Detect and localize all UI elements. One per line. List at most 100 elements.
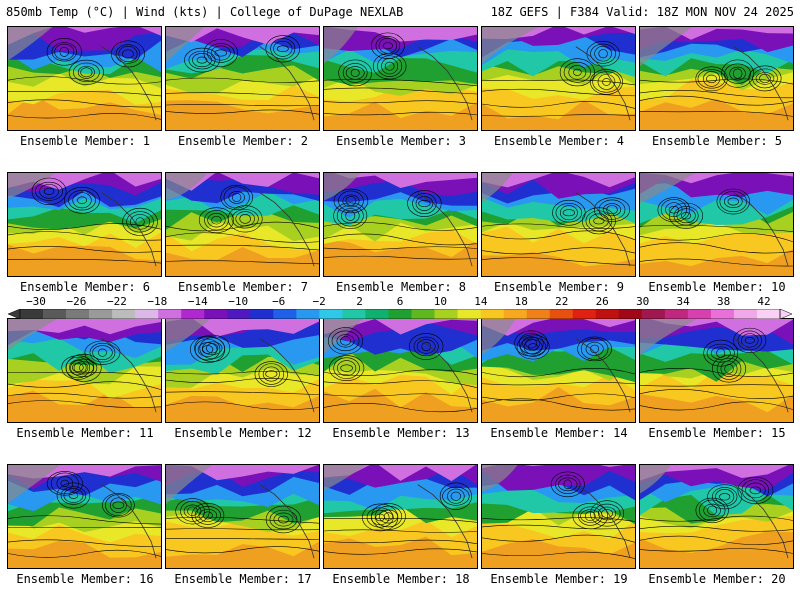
wind-contour	[231, 209, 259, 229]
wind-contour	[110, 40, 145, 68]
cold-region	[324, 319, 363, 354]
wind-contour	[46, 471, 83, 496]
temperature-wind-map	[166, 173, 319, 276]
temperature-wind-map	[8, 465, 161, 568]
wind-contour	[593, 217, 605, 225]
cold-region	[640, 465, 671, 494]
colorbar-swatch	[641, 309, 666, 319]
wind-contour	[166, 370, 319, 377]
wind-contour	[597, 74, 616, 90]
cold-region	[482, 465, 518, 492]
wind-contour	[254, 361, 289, 387]
colorbar-swatch	[480, 309, 504, 319]
coastline	[575, 338, 631, 413]
wind-contour	[374, 505, 403, 528]
wind-contour	[340, 336, 351, 346]
colorbar-tick-label: −26	[66, 295, 87, 308]
colorbar-tick-label: 10	[433, 295, 448, 308]
wind-contour	[324, 255, 477, 260]
wind-contour	[324, 539, 477, 544]
wind-contour	[450, 491, 462, 501]
wind-contour	[223, 186, 250, 209]
wind-contour	[590, 43, 616, 64]
colorbar-swatch	[365, 309, 389, 319]
temperature-wind-map	[8, 319, 161, 422]
cold-region	[8, 465, 61, 504]
wind-contour	[166, 109, 319, 115]
ensemble-member-label: Ensemble Member: 10	[648, 280, 786, 294]
wind-contour	[8, 76, 161, 85]
wind-contour	[166, 221, 319, 232]
wind-contour	[732, 68, 743, 79]
wind-contour	[755, 72, 775, 85]
ensemble-map-panel	[165, 172, 320, 277]
wind-contour	[112, 501, 125, 509]
wind-contour	[324, 369, 477, 376]
wind-contour	[98, 348, 107, 357]
coastline	[733, 484, 789, 559]
wind-contour	[520, 337, 547, 357]
colorbar-swatch	[204, 309, 228, 319]
wind-contour	[337, 360, 357, 376]
coastline	[417, 192, 473, 267]
wind-contour	[8, 231, 161, 241]
wind-contour	[416, 339, 436, 354]
colorbar-swatch	[664, 309, 689, 319]
ensemble-member-label: Ensemble Member: 7	[177, 280, 309, 294]
wind-contour	[640, 242, 793, 254]
ensemble-map-panel	[323, 464, 478, 569]
colorbar-tick-label: 6	[396, 295, 404, 308]
temperature-band	[166, 173, 319, 191]
wind-contour	[482, 230, 635, 241]
wind-contour	[102, 493, 135, 518]
wind-contour	[68, 492, 79, 499]
wind-contour	[676, 208, 696, 224]
wind-contour	[39, 184, 59, 199]
wind-contour	[8, 539, 161, 547]
wind-contour	[8, 223, 161, 230]
coastline	[733, 46, 789, 121]
wind-contour	[80, 67, 93, 78]
wind-contour	[324, 87, 477, 95]
wind-contour	[8, 91, 161, 97]
wind-contour	[130, 214, 151, 230]
wind-contour	[724, 195, 743, 209]
colorbar-swatch	[273, 309, 297, 319]
temperature-colorbar	[8, 309, 792, 319]
temperature-band	[8, 27, 161, 51]
cold-region	[166, 173, 208, 200]
ensemble-member-label: Ensemble Member: 14	[490, 426, 628, 440]
temperature-wind-map	[482, 27, 635, 130]
colorbar-extend-max	[779, 309, 792, 319]
temperature-wind-map	[8, 173, 161, 276]
wind-contour	[668, 205, 680, 214]
cold-region	[166, 27, 205, 63]
wind-contour	[232, 192, 242, 202]
ensemble-member-label: Ensemble Member: 17	[174, 572, 312, 586]
wind-contour	[201, 345, 214, 354]
wind-contour	[270, 38, 296, 60]
wind-contour	[518, 332, 544, 355]
coastline	[259, 338, 315, 413]
colorbar-tick-label: −14	[187, 295, 208, 308]
ensemble-member-label: Ensemble Member: 2	[177, 134, 309, 148]
colorbar-swatch	[388, 309, 412, 319]
ensemble-member-label: Ensemble Member: 15	[648, 426, 786, 440]
wind-contour	[729, 66, 746, 81]
wind-contour	[522, 336, 541, 351]
ensemble-map-panel	[481, 464, 636, 569]
wind-contour	[60, 486, 87, 505]
wind-contour	[273, 512, 294, 527]
ensemble-map-panel	[165, 318, 320, 423]
coastline	[101, 46, 157, 121]
wind-contour	[640, 548, 793, 554]
ensemble-member-label: Ensemble Member: 18	[332, 572, 470, 586]
wind-contour	[8, 515, 161, 525]
wind-contour	[166, 104, 319, 107]
wind-contour	[447, 488, 465, 504]
colorbar-swatch	[112, 309, 136, 319]
cold-region	[166, 465, 213, 505]
wind-contour	[77, 196, 87, 204]
cold-region	[8, 27, 53, 61]
cold-region	[640, 27, 693, 67]
